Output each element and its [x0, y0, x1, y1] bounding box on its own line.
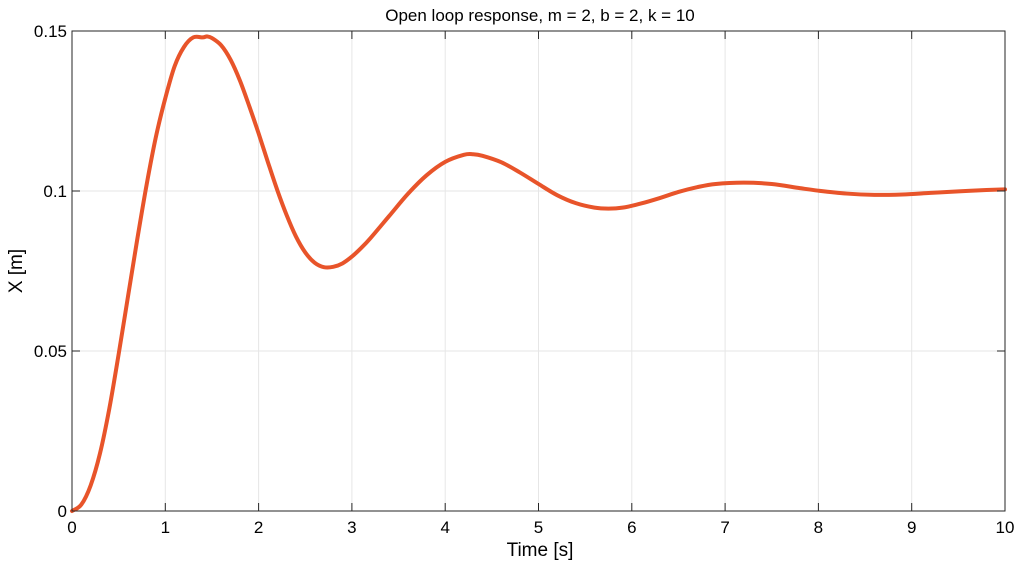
- x-tick-label: 7: [720, 518, 729, 537]
- x-tick-label: 2: [254, 518, 263, 537]
- x-tick-label: 9: [907, 518, 916, 537]
- grid: [72, 31, 1005, 511]
- x-tick-label: 5: [534, 518, 543, 537]
- y-tick-label: 0.15: [34, 22, 67, 41]
- y-tick-label: 0: [58, 502, 67, 521]
- response-curve: [70, 34, 1007, 513]
- y-axis-label: X [m]: [6, 249, 27, 293]
- axes-ticks: 0 1 2 3 4 5 6 7 8 9 10 0 0.05 0.1 0.15: [34, 22, 1015, 537]
- x-axis-label: Time [s]: [507, 540, 574, 561]
- chart-title: Open loop response, m = 2, b = 2, k = 10: [385, 6, 695, 25]
- x-tick-label: 1: [161, 518, 170, 537]
- x-tick-label: 3: [347, 518, 356, 537]
- x-tick-label: 0: [67, 518, 76, 537]
- x-tick-label: 4: [440, 518, 449, 537]
- x-tick-label: 10: [996, 518, 1015, 537]
- plot-area: [70, 34, 1007, 513]
- x-tick-label: 6: [627, 518, 636, 537]
- y-tick-label: 0.05: [34, 342, 67, 361]
- x-tick-label: 8: [814, 518, 823, 537]
- y-tick-label: 0.1: [43, 182, 67, 201]
